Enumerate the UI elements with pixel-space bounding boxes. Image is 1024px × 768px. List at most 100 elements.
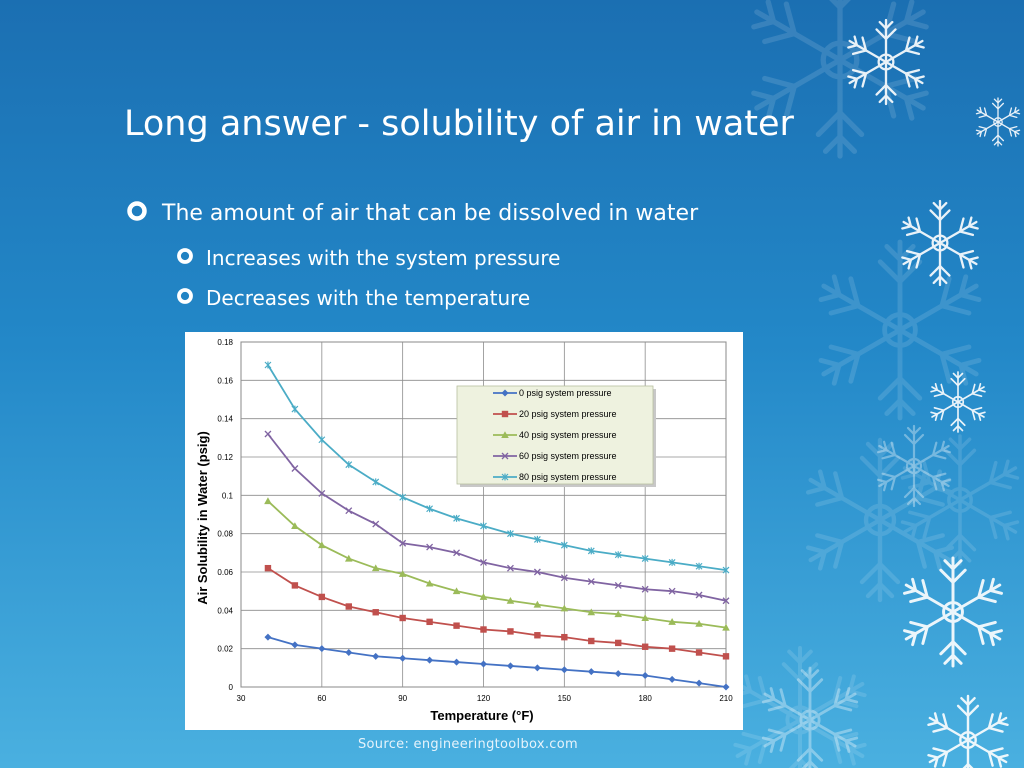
data-point bbox=[291, 405, 299, 413]
data-point bbox=[480, 522, 487, 530]
bullet-text: The amount of air that can be dissolved … bbox=[162, 201, 699, 226]
data-point bbox=[561, 633, 568, 641]
data-point bbox=[453, 622, 460, 629]
data-point bbox=[506, 564, 514, 572]
data-point bbox=[345, 649, 353, 656]
data-point bbox=[641, 585, 649, 593]
data-point bbox=[695, 562, 703, 570]
data-point bbox=[722, 597, 730, 605]
data-point bbox=[507, 530, 514, 538]
data-point bbox=[560, 604, 569, 612]
data-point bbox=[668, 675, 676, 683]
data-point bbox=[506, 662, 514, 670]
data-point bbox=[264, 497, 272, 505]
data-point bbox=[372, 609, 379, 616]
legend-marker bbox=[501, 431, 509, 438]
data-point bbox=[668, 558, 676, 566]
data-point bbox=[264, 564, 272, 572]
data-point bbox=[695, 591, 703, 599]
chart-svg: 0 0.02 0.04 0.06 0.08 0.1 0.12 0.14 0.16 0.18 30 60… bbox=[195, 338, 733, 723]
data-point bbox=[399, 493, 407, 501]
data-point bbox=[318, 593, 326, 601]
data-point bbox=[425, 579, 434, 587]
data-point bbox=[641, 672, 649, 679]
data-point bbox=[372, 520, 380, 528]
data-point bbox=[372, 652, 380, 660]
y-tick-label: 0.04 bbox=[217, 606, 233, 615]
legend-label: 40 psig system pressure bbox=[519, 430, 617, 440]
data-point bbox=[615, 639, 622, 647]
legend-entry: 80 psig system pressure bbox=[493, 472, 617, 482]
data-point bbox=[587, 608, 596, 616]
bullet-icon bbox=[126, 200, 148, 228]
data-point bbox=[399, 614, 406, 622]
data-point bbox=[722, 623, 730, 631]
data-point bbox=[264, 633, 272, 641]
data-point bbox=[345, 603, 352, 610]
data-point bbox=[318, 489, 326, 497]
x-tick-label: 210 bbox=[719, 694, 733, 703]
bullet-icon bbox=[176, 246, 194, 270]
data-point bbox=[480, 558, 487, 566]
data-point bbox=[614, 551, 622, 559]
data-point bbox=[480, 660, 487, 668]
x-tick-label: 60 bbox=[317, 694, 326, 703]
data-point bbox=[722, 653, 730, 660]
source-caption: Source: engineeringtoolbox.com bbox=[358, 737, 578, 752]
legend-entry: 60 psig system pressure bbox=[493, 451, 617, 461]
y-tick-label: 0 bbox=[229, 683, 234, 692]
y-tick-label: 0.06 bbox=[217, 568, 233, 577]
solubility-chart: 0 0.02 0.04 0.06 0.08 0.1 0.12 0.14 0.16 0.18 30 60… bbox=[185, 332, 743, 730]
series-2 bbox=[264, 497, 730, 631]
data-point bbox=[426, 618, 433, 626]
y-axis-label: Air Solubility in Water (psig) bbox=[195, 431, 210, 605]
data-point bbox=[398, 570, 407, 577]
data-point bbox=[345, 507, 353, 515]
bullet-text: Increases with the system pressure bbox=[206, 246, 561, 270]
series-line bbox=[267, 500, 727, 629]
legend-entry: 20 psig system pressure bbox=[493, 409, 617, 419]
data-point bbox=[560, 666, 568, 674]
data-point bbox=[668, 645, 676, 652]
legend-marker bbox=[501, 410, 509, 418]
data-point bbox=[587, 668, 595, 676]
bullet-sub-pressure: Increases with the system pressure bbox=[176, 246, 560, 270]
data-point bbox=[506, 596, 515, 604]
series-0 bbox=[264, 633, 730, 691]
data-point bbox=[533, 535, 541, 543]
data-point bbox=[533, 568, 541, 576]
data-point bbox=[641, 555, 649, 563]
data-point bbox=[533, 600, 542, 608]
legend-marker bbox=[501, 473, 509, 481]
data-point bbox=[399, 539, 407, 547]
data-point bbox=[452, 587, 461, 595]
data-point bbox=[695, 619, 703, 627]
data-point bbox=[614, 581, 622, 589]
data-point bbox=[264, 430, 272, 438]
data-point bbox=[479, 593, 488, 600]
data-point bbox=[318, 436, 326, 444]
series-line bbox=[267, 567, 727, 658]
legend-label: 20 psig system pressure bbox=[519, 409, 617, 419]
data-point bbox=[372, 478, 380, 486]
data-point bbox=[318, 645, 326, 653]
data-point bbox=[426, 543, 434, 551]
legend-entry: 0 psig system pressure bbox=[493, 388, 612, 398]
data-point bbox=[371, 564, 380, 572]
legend-entry: 40 psig system pressure bbox=[493, 430, 617, 440]
y-tick-label: 0.08 bbox=[217, 530, 233, 539]
data-point bbox=[426, 656, 434, 664]
x-tick-label: 90 bbox=[398, 694, 407, 703]
data-point bbox=[291, 641, 299, 649]
data-point bbox=[426, 505, 434, 513]
data-point bbox=[344, 554, 353, 562]
data-point bbox=[453, 514, 460, 522]
x-tick-label: 150 bbox=[558, 694, 572, 703]
data-point bbox=[560, 541, 568, 549]
x-tick-label: 180 bbox=[638, 694, 652, 703]
data-point bbox=[614, 670, 622, 678]
y-tick-label: 0.02 bbox=[217, 645, 233, 654]
data-point bbox=[560, 574, 568, 582]
data-point bbox=[318, 541, 326, 549]
data-point bbox=[291, 582, 299, 589]
